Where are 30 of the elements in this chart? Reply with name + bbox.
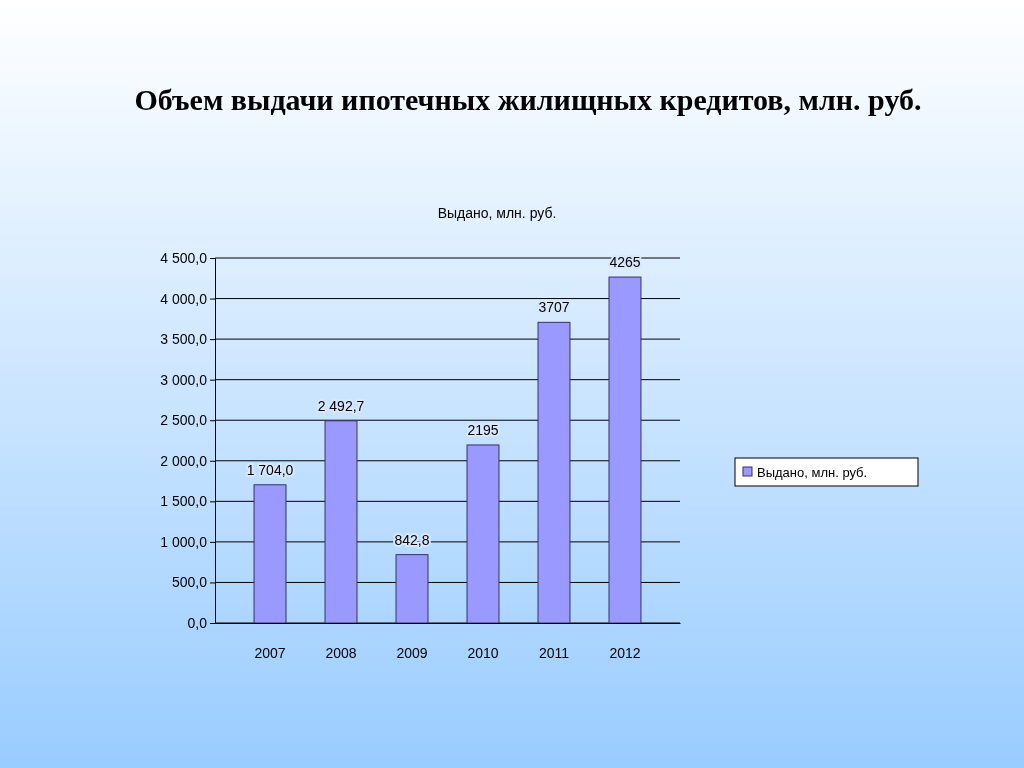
x-tick-label: 2007 bbox=[254, 644, 286, 661]
x-tick-label: 2011 bbox=[538, 644, 570, 661]
y-tick-label: 1 000,0 bbox=[160, 533, 208, 550]
data-label: 4265 bbox=[609, 254, 641, 271]
data-label: 1 704,0 bbox=[246, 461, 294, 478]
data-label: 3707 bbox=[538, 299, 570, 316]
chart-title: Объем выдачи ипотечных жилищных кредитов, млн. руб. bbox=[134, 83, 922, 116]
data-label: 2 492,7 bbox=[317, 397, 365, 414]
legend-label: Выдано, млн. руб. bbox=[757, 465, 868, 480]
y-tick-label: 3 000,0 bbox=[160, 371, 208, 388]
x-tick-label: 2012 bbox=[609, 644, 641, 661]
bar bbox=[608, 276, 642, 624]
x-tick-label: 2009 bbox=[396, 644, 428, 661]
bar bbox=[466, 444, 500, 624]
x-tick-label: 2008 bbox=[325, 644, 357, 661]
y-tick-label: 0,0 bbox=[187, 614, 208, 631]
bar bbox=[324, 420, 358, 624]
bar bbox=[395, 554, 429, 624]
y-tick-label: 3 500,0 bbox=[160, 331, 208, 348]
x-tick-label: 2010 bbox=[467, 644, 499, 661]
bar bbox=[537, 321, 571, 624]
y-tick-label: 4 500,0 bbox=[160, 249, 208, 266]
chart-subtitle: Выдано, млн. руб. bbox=[437, 205, 557, 221]
y-tick-label: 2 500,0 bbox=[160, 412, 208, 429]
bar bbox=[253, 484, 287, 624]
y-tick-label: 2 000,0 bbox=[160, 452, 208, 469]
data-label: 2195 bbox=[467, 421, 499, 438]
y-tick-label: 4 000,0 bbox=[160, 290, 208, 307]
y-tick-label: 500,0 bbox=[171, 574, 208, 591]
y-tick-label: 1 500,0 bbox=[160, 493, 208, 510]
